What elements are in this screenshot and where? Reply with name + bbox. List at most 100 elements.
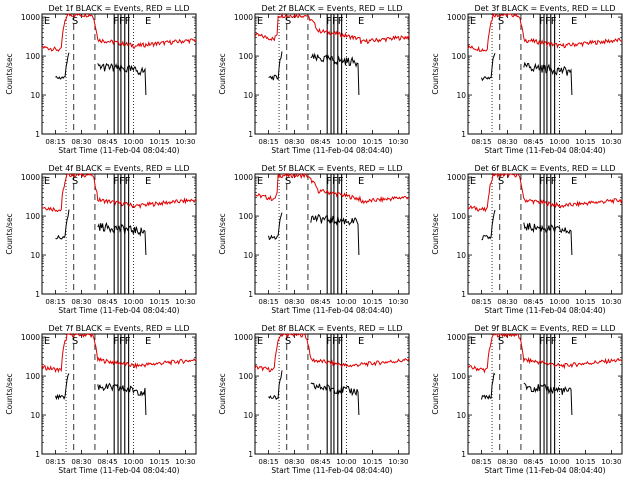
- events-series-line: [523, 222, 573, 256]
- y-tick-label: 1000: [447, 333, 466, 342]
- x-tick-label: 08:45: [310, 138, 330, 146]
- y-tick-label: 100: [239, 52, 254, 61]
- events-series-line: [481, 372, 496, 400]
- marker-letter: E: [257, 16, 263, 27]
- marker-letter: E: [470, 336, 476, 347]
- plot-det-1: Det 1f BLACK = Events, RED = LLD 1 10 100 10…: [5, 4, 197, 155]
- plot-title: Det 2f BLACK = Events, RED = LLD: [261, 4, 402, 13]
- plot-frame: [254, 173, 410, 295]
- y-tick-label: 10: [243, 91, 253, 100]
- marker-letter: E: [571, 16, 577, 27]
- marker-letter: E: [358, 336, 364, 347]
- marker-letter: F: [551, 16, 557, 27]
- plot-det-7: Det 7f BLACK = Events, RED = LLD 1 10 100 10…: [5, 324, 197, 475]
- plot-frame: [41, 173, 197, 295]
- x-tick-label: 08:30: [497, 138, 517, 146]
- plot-frame: [254, 13, 410, 135]
- x-tick-label: 10:30: [388, 298, 408, 306]
- y-tick-label: 1000: [447, 13, 466, 22]
- y-axis-label: Counts/sec: [5, 213, 14, 254]
- x-tick-label: 08:15: [258, 298, 278, 306]
- x-tick-label: 10:00: [336, 138, 356, 146]
- x-tick-label: 10:30: [175, 458, 195, 466]
- marker-letter: F: [125, 176, 131, 187]
- marker-letter: E: [145, 16, 151, 27]
- plot-title: Det 4f BLACK = Events, RED = LLD: [48, 164, 189, 173]
- y-axis-label: Counts/sec: [5, 373, 14, 414]
- x-tick-label: 08:15: [471, 138, 491, 146]
- x-axis-label: Start Time (11-Feb-04 08:04:40): [484, 466, 605, 475]
- events-series-line: [481, 209, 496, 241]
- x-tick-label: 10:15: [362, 458, 382, 466]
- x-tick-label: 08:30: [71, 138, 91, 146]
- marker-letter: S: [498, 176, 504, 187]
- marker-letter: F: [119, 176, 125, 187]
- x-tick-label: 08:45: [523, 458, 543, 466]
- lld-series-line: [254, 333, 410, 373]
- lld-series-line: [467, 172, 623, 213]
- x-tick-label: 10:15: [149, 458, 169, 466]
- x-tick-label: 08:15: [45, 298, 65, 306]
- x-tick-label: 10:30: [601, 298, 621, 306]
- plot-title: Det 3f BLACK = Events, RED = LLD: [474, 4, 615, 13]
- marker-letter: F: [539, 336, 545, 347]
- plot-det-8: Det 8f BLACK = Events, RED = LLD 1 10 100 10…: [218, 324, 410, 475]
- marker-letter: F: [113, 336, 119, 347]
- x-tick-label: 08:30: [71, 458, 91, 466]
- x-axis-label: Start Time (11-Feb-04 08:04:40): [484, 146, 605, 155]
- plot-title: Det 9f BLACK = Events, RED = LLD: [474, 324, 615, 333]
- marker-letter: F: [113, 176, 119, 187]
- y-tick-label: 10: [243, 251, 253, 260]
- marker-letter: S: [72, 336, 78, 347]
- plot-det-5: Det 5f BLACK = Events, RED = LLD 1 10 100 10…: [218, 164, 410, 315]
- lld-series-line: [41, 332, 197, 374]
- y-tick-label: 10: [243, 411, 253, 420]
- marker-letter: F: [113, 16, 119, 27]
- marker-letter: E: [571, 176, 577, 187]
- x-tick-label: 10:30: [388, 138, 408, 146]
- marker-letter: E: [358, 16, 364, 27]
- y-axis-label: Counts/sec: [218, 213, 227, 254]
- marker-letter: E: [358, 176, 364, 187]
- x-tick-label: 08:45: [97, 138, 117, 146]
- x-tick-label: 10:30: [601, 138, 621, 146]
- y-tick-label: 1: [461, 130, 466, 139]
- x-tick-label: 10:30: [175, 298, 195, 306]
- marker-letter: S: [285, 336, 291, 347]
- x-tick-label: 08:45: [523, 138, 543, 146]
- lld-series-line: [254, 12, 410, 44]
- y-tick-label: 1: [248, 130, 253, 139]
- marker-letter: E: [257, 336, 263, 347]
- y-tick-label: 1: [461, 450, 466, 459]
- x-tick-label: 10:00: [549, 138, 569, 146]
- x-tick-label: 10:00: [123, 458, 143, 466]
- marker-letter: E: [44, 176, 50, 187]
- events-series-line: [97, 221, 147, 256]
- y-tick-label: 10: [456, 411, 466, 420]
- y-tick-label: 1: [35, 290, 40, 299]
- y-tick-label: 100: [26, 52, 41, 61]
- x-tick-label: 08:30: [497, 458, 517, 466]
- x-tick-label: 08:45: [97, 298, 117, 306]
- y-tick-label: 1: [248, 290, 253, 299]
- x-tick-label: 10:15: [575, 298, 595, 306]
- x-tick-label: 10:00: [123, 138, 143, 146]
- y-axis-label: Counts/sec: [218, 53, 227, 94]
- plot-frame: [254, 333, 410, 455]
- marker-letter: E: [257, 176, 263, 187]
- x-tick-label: 08:30: [284, 458, 304, 466]
- y-tick-label: 1000: [447, 173, 466, 182]
- y-tick-label: 1000: [234, 333, 253, 342]
- x-tick-label: 08:30: [497, 298, 517, 306]
- x-tick-label: 10:15: [575, 138, 595, 146]
- marker-letter: F: [332, 176, 338, 187]
- y-tick-label: 10: [456, 91, 466, 100]
- x-axis-label: Start Time (11-Feb-04 08:04:40): [58, 146, 179, 155]
- plot-det-9: Det 9f BLACK = Events, RED = LLD 1 10 100 10…: [431, 324, 623, 475]
- x-tick-label: 08:15: [258, 458, 278, 466]
- events-series-line: [55, 52, 70, 80]
- y-tick-label: 1: [461, 290, 466, 299]
- plot-title: Det 6f BLACK = Events, RED = LLD: [474, 164, 615, 173]
- marker-letter: S: [498, 16, 504, 27]
- events-series-line: [310, 52, 360, 96]
